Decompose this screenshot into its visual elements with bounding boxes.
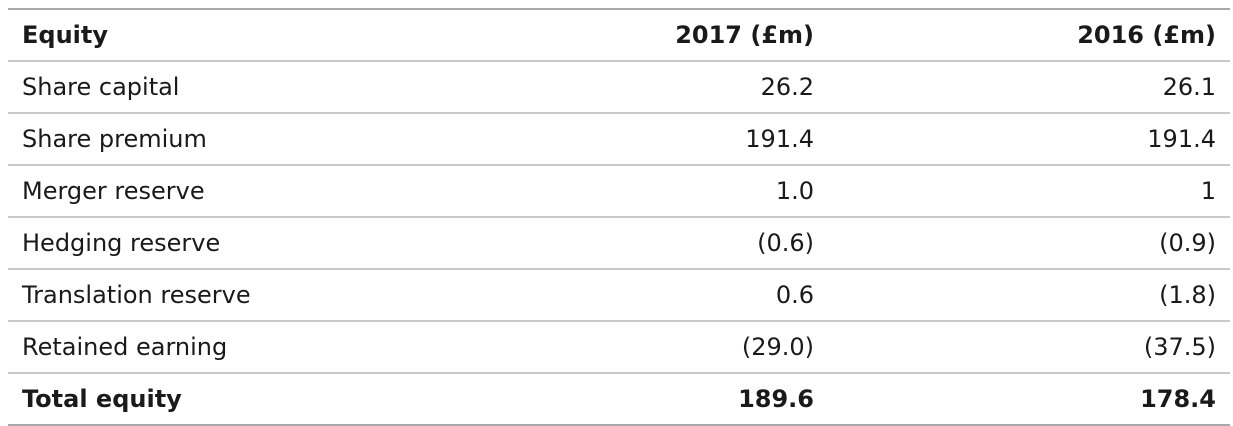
table-body: Share capital 26.2 26.1 Share premium 19… [8,61,1230,426]
row-label: Translation reserve [8,269,468,322]
value-2016: 191.4 [828,113,1230,166]
row-label: Merger reserve [8,165,468,218]
total-label: Total equity [8,373,468,426]
table-row: Hedging reserve (0.6) (0.9) [8,217,1230,270]
value-2017: (0.6) [468,217,828,270]
row-label: Hedging reserve [8,217,468,270]
equity-table: Equity 2017 (£m) 2016 (£m) Share capital… [8,8,1230,426]
value-2017: (29.0) [468,321,828,374]
row-label: Retained earning [8,321,468,374]
value-2016: 1 [828,165,1230,218]
value-2017: 0.6 [468,269,828,322]
table-row: Merger reserve 1.0 1 [8,165,1230,218]
equity-table-container: Equity 2017 (£m) 2016 (£m) Share capital… [8,8,1230,426]
total-row: Total equity 189.6 178.4 [8,373,1230,426]
row-label: Share capital [8,61,468,114]
header-equity: Equity [8,8,468,62]
value-2016: (0.9) [828,217,1230,270]
total-2016: 178.4 [828,373,1230,426]
table-row: Retained earning (29.0) (37.5) [8,321,1230,374]
value-2017: 1.0 [468,165,828,218]
total-2017: 189.6 [468,373,828,426]
value-2016: (1.8) [828,269,1230,322]
row-label: Share premium [8,113,468,166]
header-2017: 2017 (£m) [468,8,828,62]
value-2016: (37.5) [828,321,1230,374]
table-row: Share premium 191.4 191.4 [8,113,1230,166]
value-2017: 191.4 [468,113,828,166]
table-header: Equity 2017 (£m) 2016 (£m) [8,8,1230,62]
table-row: Translation reserve 0.6 (1.8) [8,269,1230,322]
value-2017: 26.2 [468,61,828,114]
header-2016: 2016 (£m) [828,8,1230,62]
table-row: Share capital 26.2 26.1 [8,61,1230,114]
value-2016: 26.1 [828,61,1230,114]
header-row: Equity 2017 (£m) 2016 (£m) [8,8,1230,62]
